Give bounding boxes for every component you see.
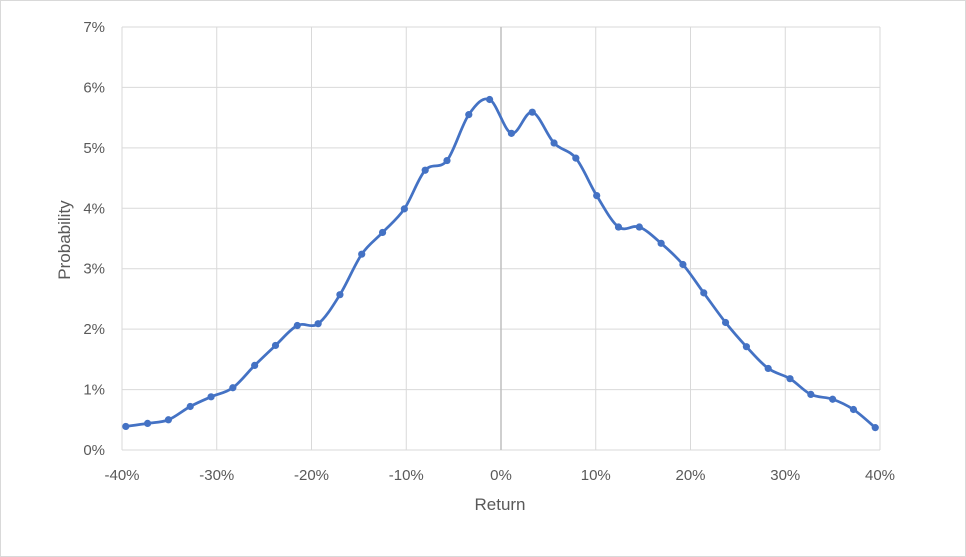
data-point bbox=[207, 393, 215, 401]
data-point bbox=[229, 384, 237, 392]
data-point bbox=[271, 341, 280, 350]
series-group bbox=[122, 95, 879, 432]
data-point bbox=[742, 343, 751, 351]
data-point bbox=[336, 291, 344, 299]
data-point bbox=[764, 364, 772, 373]
y-tick-labels: 0% 1% 2% 3% 4% 5% 6% 7% bbox=[83, 19, 105, 459]
data-point bbox=[614, 223, 623, 231]
data-point bbox=[679, 260, 687, 269]
gridlines bbox=[121, 26, 881, 451]
y-tick-label: 0% bbox=[83, 442, 105, 459]
y-tick-label: 5% bbox=[83, 140, 105, 157]
data-point bbox=[164, 416, 173, 424]
data-point bbox=[378, 228, 387, 237]
data-point bbox=[657, 239, 665, 247]
series-layer bbox=[122, 95, 879, 432]
x-tick-label: 0% bbox=[490, 467, 512, 484]
y-tick-label: 2% bbox=[83, 321, 105, 338]
data-point bbox=[293, 321, 301, 330]
data-point bbox=[829, 395, 837, 403]
data-point bbox=[528, 108, 536, 116]
data-point bbox=[786, 375, 794, 383]
y-tick-label: 4% bbox=[83, 200, 105, 217]
data-point bbox=[807, 390, 815, 399]
data-point bbox=[421, 166, 429, 174]
data-point bbox=[122, 422, 130, 431]
data-point bbox=[486, 95, 494, 104]
y-tick-label: 1% bbox=[83, 382, 105, 399]
data-point bbox=[358, 250, 366, 258]
x-tick-label: -30% bbox=[199, 467, 234, 484]
data-point bbox=[314, 320, 322, 328]
x-tick-labels: -40% -30% -20% -10% 0% 10% 20% 30% 40% bbox=[104, 467, 895, 484]
data-point bbox=[721, 318, 730, 327]
data-point bbox=[871, 424, 879, 432]
data-point bbox=[186, 402, 194, 411]
data-point bbox=[400, 205, 408, 213]
data-point bbox=[635, 223, 643, 231]
data-point bbox=[593, 191, 601, 200]
x-tick-label: 30% bbox=[770, 467, 800, 484]
data-point bbox=[507, 129, 516, 137]
y-tick-label: 6% bbox=[83, 79, 105, 96]
data-point bbox=[143, 419, 152, 428]
y-tick-label: 7% bbox=[83, 19, 105, 36]
x-tick-label: -20% bbox=[294, 467, 329, 484]
y-tick-label: 3% bbox=[83, 261, 105, 278]
data-point bbox=[572, 154, 580, 162]
x-tick-label: -10% bbox=[389, 467, 424, 484]
x-tick-label: 10% bbox=[581, 467, 611, 484]
x-axis-title: Return bbox=[474, 495, 525, 514]
x-tick-label: 20% bbox=[675, 467, 705, 484]
data-point bbox=[251, 361, 259, 369]
x-tick-label: 40% bbox=[865, 467, 895, 484]
data-point bbox=[550, 139, 558, 147]
data-point bbox=[465, 111, 473, 119]
data-point bbox=[700, 289, 708, 297]
data-point bbox=[849, 405, 858, 414]
x-tick-label: -40% bbox=[104, 467, 139, 484]
y-axis-title: Probability bbox=[55, 200, 74, 280]
data-point bbox=[443, 156, 451, 165]
